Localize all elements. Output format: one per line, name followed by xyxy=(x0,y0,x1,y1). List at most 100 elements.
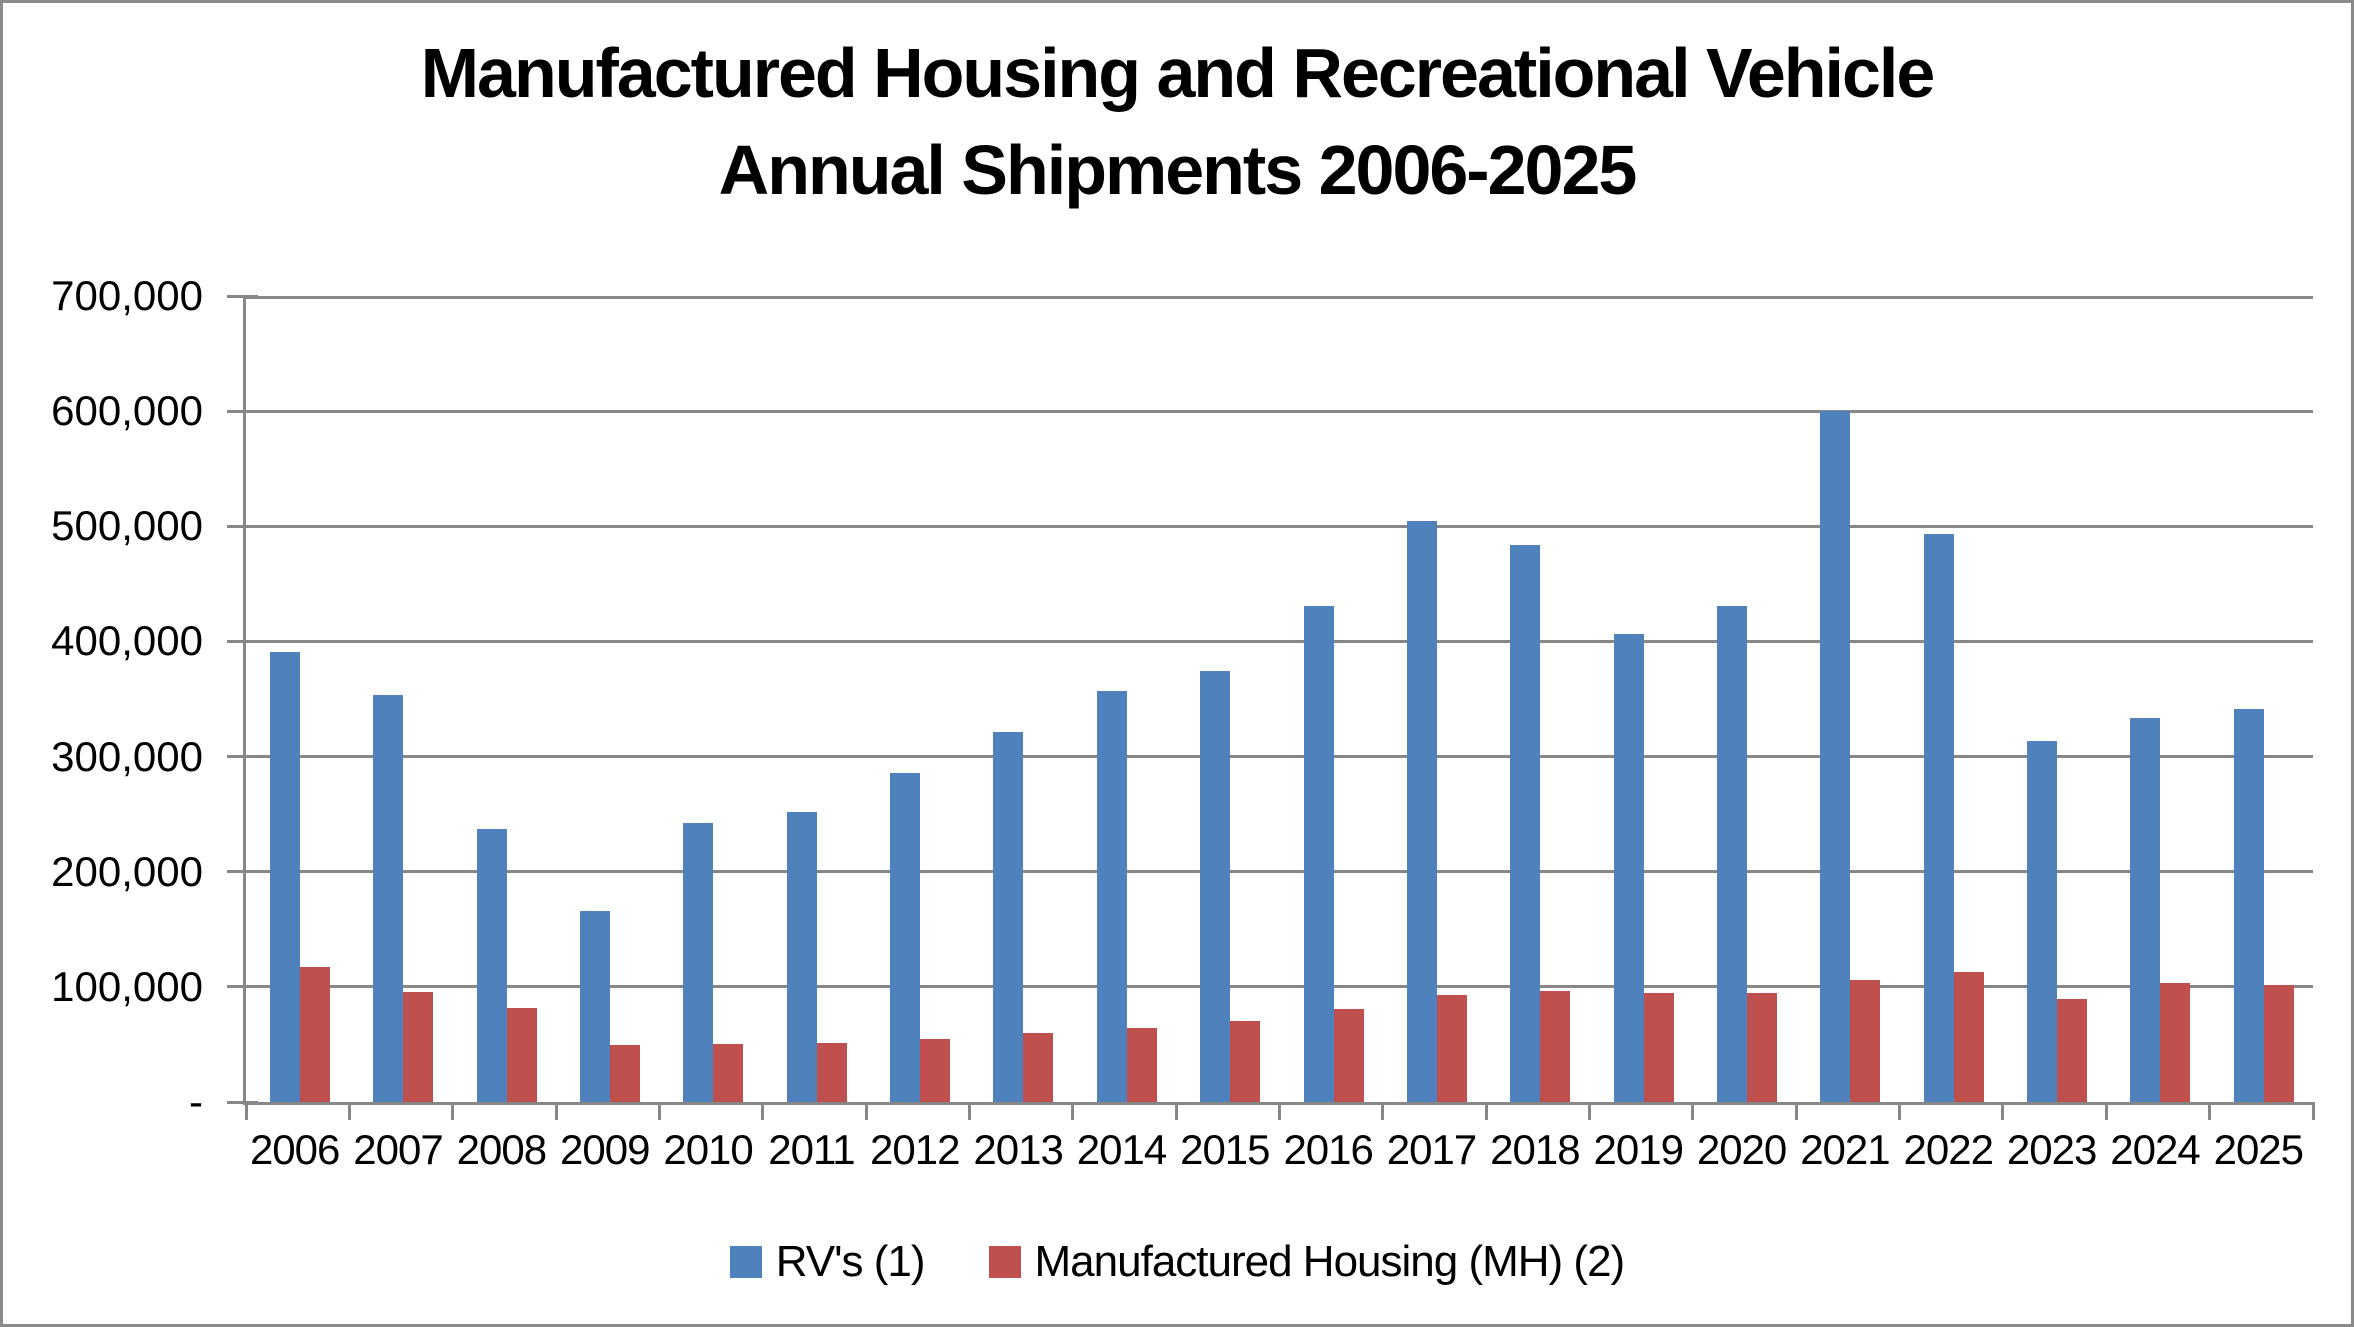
x-axis-tick xyxy=(657,1102,661,1120)
y-axis-label: 200,000 xyxy=(51,847,203,895)
rv-bar xyxy=(1923,534,1954,1102)
x-axis-label: 2009 xyxy=(560,1126,650,1173)
bar-group xyxy=(2106,296,2209,1102)
x-axis-label: 2018 xyxy=(1490,1126,1580,1173)
y-axis-tick xyxy=(227,870,258,874)
x-axis-label: 2019 xyxy=(1593,1126,1684,1173)
bar-group xyxy=(1590,296,1693,1102)
x-axis-label: 2022 xyxy=(1903,1126,1994,1173)
x-axis-tick xyxy=(1071,1102,1075,1120)
y-axis-label: 500,000 xyxy=(51,502,203,550)
mh-bar xyxy=(2056,999,2087,1102)
mh-bar xyxy=(1023,1032,1054,1102)
mh-bar xyxy=(506,1007,537,1102)
legend-item-rv: RV's (1) xyxy=(729,1237,926,1287)
x-axis-label: 2013 xyxy=(973,1126,1063,1173)
x-axis-label: 2011 xyxy=(768,1126,855,1173)
x-axis-tick xyxy=(554,1102,558,1120)
x-axis-label: 2008 xyxy=(456,1126,547,1173)
x-axis-tick xyxy=(347,1102,351,1120)
bar-group xyxy=(1280,296,1383,1102)
mh-bar xyxy=(1643,993,1674,1102)
mh-bar xyxy=(1540,990,1571,1102)
x-axis-label: 2014 xyxy=(1076,1126,1167,1173)
bar-group xyxy=(2003,296,2106,1102)
x-axis-label: 2017 xyxy=(1386,1126,1477,1173)
rv-bar xyxy=(1303,606,1334,1102)
y-axis-tick xyxy=(227,985,258,989)
x-axis-label: 2023 xyxy=(2006,1126,2097,1173)
y-axis-tick xyxy=(227,1100,258,1104)
x-axis-label: 2015 xyxy=(1180,1126,1270,1173)
rv-bar xyxy=(890,773,921,1102)
x-axis-tick xyxy=(2208,1102,2212,1120)
bar-group xyxy=(453,296,556,1102)
mh-bar xyxy=(300,966,330,1102)
x-axis-label: 2025 xyxy=(2213,1126,2304,1173)
x-axis-label: 2024 xyxy=(2110,1126,2200,1173)
x-axis-tick xyxy=(451,1102,455,1120)
gridline xyxy=(246,639,2313,643)
x-axis-label: 2010 xyxy=(663,1126,753,1173)
rv-bar xyxy=(993,732,1024,1102)
legend-item-mh: Manufactured Housing (MH) (2) xyxy=(988,1237,1625,1287)
y-axis-tick xyxy=(227,755,258,759)
bar-group xyxy=(2210,296,2313,1102)
bar-group xyxy=(1486,296,1589,1102)
chart-title-line2: Annual Shipments 2006-2025 xyxy=(718,130,1638,209)
gridline xyxy=(246,870,2313,874)
mh-bar xyxy=(403,991,434,1102)
x-axis-tick xyxy=(761,1102,765,1120)
x-axis-tick xyxy=(967,1102,971,1120)
rv-bar xyxy=(1406,520,1437,1102)
legend: RV's (1) Manufactured Housing (MH) (2) xyxy=(3,1237,2351,1287)
y-axis-label: 400,000 xyxy=(51,617,203,665)
y-axis-label: 600,000 xyxy=(51,387,203,435)
bar-group xyxy=(1383,296,1486,1102)
mh-bar xyxy=(610,1044,641,1102)
plot-area xyxy=(227,294,2315,1120)
x-axis-tick xyxy=(244,1102,248,1120)
bar-group xyxy=(1796,296,1899,1102)
rv-bar xyxy=(683,823,714,1102)
x-axis-tick xyxy=(864,1102,868,1120)
rv-bar xyxy=(2233,709,2264,1102)
mh-bar xyxy=(816,1042,847,1102)
x-axis-tick xyxy=(1794,1102,1798,1120)
mh-bar xyxy=(1126,1027,1157,1102)
gridline xyxy=(246,985,2313,989)
rv-bar xyxy=(476,829,507,1102)
mh-bar xyxy=(1850,980,1881,1102)
x-axis-label: 2020 xyxy=(1696,1126,1787,1173)
rv-bar xyxy=(1716,606,1747,1102)
y-axis-tick xyxy=(227,524,258,528)
y-axis-label: 100,000 xyxy=(51,962,203,1010)
rv-bar xyxy=(1200,671,1231,1102)
y-axis-label: 700,000 xyxy=(51,272,203,319)
gridline xyxy=(246,524,2313,528)
bar-group xyxy=(659,296,762,1102)
mh-bar xyxy=(1436,995,1467,1102)
mh-bar xyxy=(1746,993,1777,1102)
rv-bar xyxy=(1820,410,1851,1102)
x-axis-tick xyxy=(1174,1102,1178,1120)
gridline xyxy=(246,755,2313,759)
x-axis-tick xyxy=(1278,1102,1281,1120)
rv-bar xyxy=(1613,634,1644,1102)
y-axis-tick xyxy=(227,639,258,643)
mh-bar xyxy=(1333,1008,1364,1102)
gridline xyxy=(246,409,2313,413)
gridline xyxy=(246,296,2313,299)
rv-bar xyxy=(2130,717,2161,1102)
mh-bar xyxy=(920,1038,951,1102)
x-axis-label: 2006 xyxy=(249,1126,340,1173)
bar-group xyxy=(349,296,452,1102)
y-axis-tick xyxy=(227,294,258,298)
bar-group xyxy=(1900,296,2003,1102)
x-axis-tick xyxy=(1484,1102,1488,1120)
chart-title-line1: Manufactured Housing and Recreational Ve… xyxy=(420,34,1936,112)
x-axis-tick xyxy=(1588,1102,1592,1120)
bar-group xyxy=(763,296,866,1102)
x-axis-tick xyxy=(2104,1102,2108,1120)
